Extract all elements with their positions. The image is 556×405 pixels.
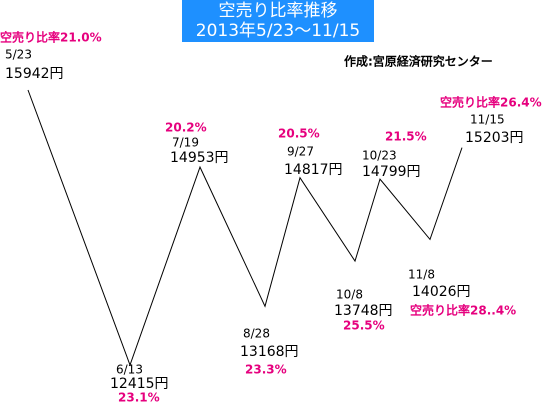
value-label: 13748円 — [334, 303, 393, 319]
value-label: 14799円 — [362, 164, 421, 180]
date-label: 10/23 — [362, 149, 397, 163]
value-label: 14953円 — [170, 150, 229, 166]
value-label: 14817円 — [284, 162, 343, 178]
date-label: 5/23 — [5, 48, 32, 62]
ratio-label: 20.5% — [278, 127, 320, 141]
ratio-label: 空売り比率26.4% — [440, 95, 542, 110]
value-label: 15942円 — [5, 66, 64, 82]
ratio-label: 23.1% — [118, 391, 160, 405]
ratio-label: 23.3% — [245, 363, 287, 377]
value-label: 15203円 — [465, 130, 524, 146]
value-label: 13168円 — [240, 344, 299, 360]
date-label: 11/8 — [408, 268, 435, 282]
ratio-label: 25.5% — [343, 319, 385, 333]
value-label: 12415円 — [110, 376, 169, 392]
chart-title: 2013年5/23～11/15 — [196, 21, 360, 41]
date-label: 8/28 — [243, 327, 270, 341]
value-label: 14026円 — [412, 284, 471, 300]
subtitle: 作成:宮原経済研究センター — [344, 54, 493, 69]
date-label: 9/27 — [287, 145, 314, 159]
date-label: 7/19 — [172, 136, 199, 150]
ratio-label: 21.5% — [385, 130, 427, 144]
date-label: 10/8 — [336, 288, 363, 302]
ratio-label: 空売り比率28..4% — [410, 303, 516, 318]
line — [27, 89, 463, 367]
title-background — [182, 0, 374, 42]
ratio-label: 20.2% — [165, 121, 207, 135]
date-label: 11/15 — [470, 113, 505, 127]
date-label: 6/13 — [116, 363, 143, 377]
ratio-label: 空売り比率21.0% — [0, 30, 102, 45]
chart-title: 空売り比率推移 — [219, 1, 338, 21]
